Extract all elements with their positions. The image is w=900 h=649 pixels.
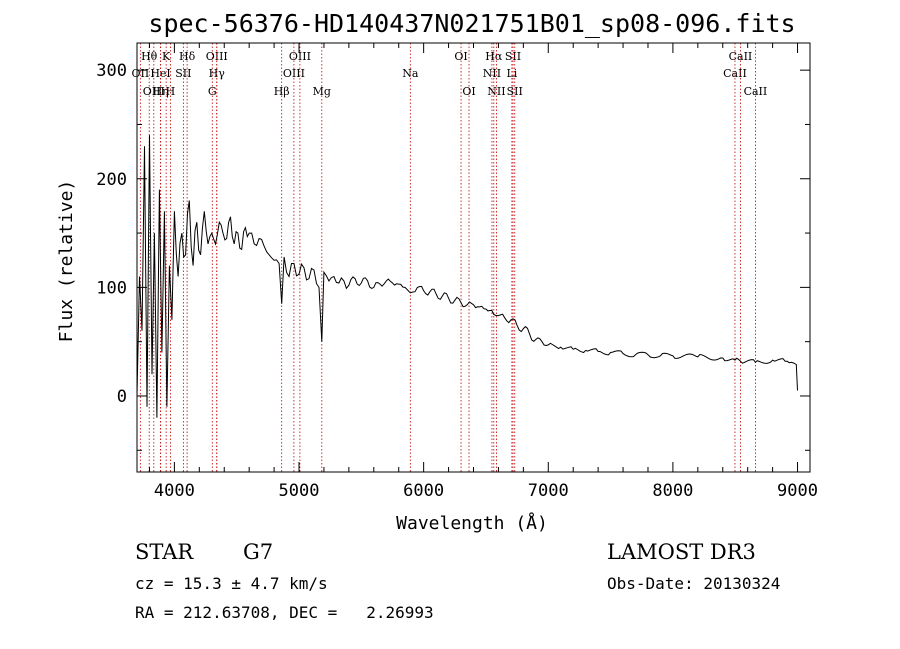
spectral-line-label: NII <box>483 67 501 80</box>
spectral-line-label: Hα <box>485 50 503 63</box>
spectral-line-label: H <box>166 85 176 98</box>
spectral-line-label: G <box>208 85 217 98</box>
axis-ticks: 4000 5000 6000 7000 8000 9000 0 100 200 300 <box>96 43 818 501</box>
object-subclass: G7 <box>243 540 274 564</box>
spectral-line-label: OI <box>454 50 467 63</box>
spectral-line-label: NII <box>487 85 505 98</box>
spectral-line-label: SII <box>175 67 191 80</box>
y-tick-label: 200 <box>96 170 127 190</box>
x-tick-label: 4000 <box>154 481 195 501</box>
spectral-line-label: Hγ <box>209 67 226 80</box>
plot-frame <box>136 42 811 473</box>
x-tick-label: 6000 <box>403 481 444 501</box>
spectral-line-label: HeI <box>150 67 170 80</box>
spectral-line-label: CaII <box>729 50 753 63</box>
spectral-line-label: Hβ <box>274 85 290 98</box>
spectral-line-label: Li <box>506 67 517 80</box>
spectral-line-label: Hδ <box>179 50 196 63</box>
redshift-text: cz = 15.3 ± 4.7 km/s <box>135 574 328 593</box>
y-tick-label: 100 <box>96 278 127 298</box>
y-axis-label: Flux (relative) <box>56 180 77 343</box>
obs-date-text: Obs-Date: 20130324 <box>607 574 781 593</box>
spectral-line-label: Hη <box>153 85 169 98</box>
chart-title: spec-56376-HD140437N021751B01_sp08-096.f… <box>148 9 795 38</box>
x-tick-label: 8000 <box>652 481 693 501</box>
spectral-line-label: Na <box>402 67 419 80</box>
x-tick-label: 5000 <box>279 481 320 501</box>
y-tick-label: 0 <box>117 387 127 407</box>
spectral-line-markers: OII Hθ OIII HeI Hη K H SII Hδ G OIII Hγ Hβ OIII OIII Mg… <box>132 43 768 472</box>
y-tick-label: 300 <box>96 61 127 81</box>
spectral-line-label: SII <box>505 50 521 63</box>
spectral-line-label: Hθ <box>141 50 158 63</box>
spectral-line-label: OIII <box>289 50 311 63</box>
radec-text: RA = 212.63708, DEC = 2.26993 <box>135 603 434 622</box>
spectral-line-label: Mg <box>313 85 331 98</box>
spectral-line-label: OIII <box>206 50 228 63</box>
spectral-line-label: SII <box>507 85 523 98</box>
spectral-line-label: OI <box>462 85 475 98</box>
spectrum-series-line <box>136 135 798 418</box>
spectral-line-label: CaII <box>744 85 768 98</box>
spectral-line-label: K <box>162 50 171 63</box>
x-tick-label: 9000 <box>777 481 818 501</box>
x-tick-label: 7000 <box>528 481 569 501</box>
spectral-line-label: CaII <box>723 67 747 80</box>
spectral-line-label: OIII <box>283 67 305 80</box>
survey-name: LAMOST DR3 <box>607 540 756 564</box>
x-axis-label: Wavelength (Å) <box>396 512 548 534</box>
spectral-line-label: OIII <box>143 85 165 98</box>
spectral-line-label: OII <box>132 67 150 80</box>
object-class: STAR <box>135 540 194 564</box>
